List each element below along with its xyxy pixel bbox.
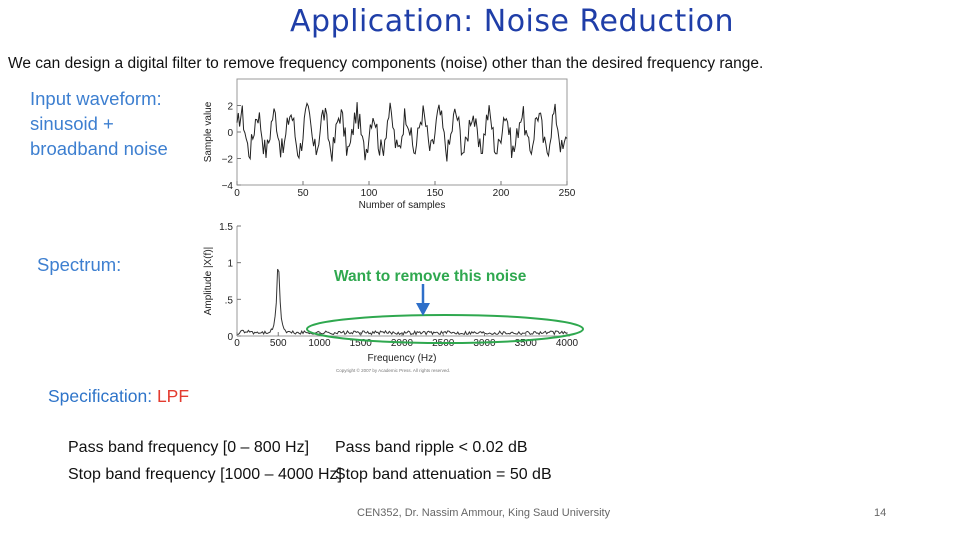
footer-credit: CEN352, Dr. Nassim Ammour, King Saud Uni…: [357, 507, 611, 519]
spectrum-x-tick-label: 500: [270, 338, 287, 349]
page-number: 14: [874, 507, 887, 519]
slide-title: Application: Noise Reduction: [290, 4, 734, 39]
spec-stop-band-attenuation: Stop band attenuation = 50 dB: [335, 466, 552, 483]
noise-highlight-ellipse: [306, 314, 584, 344]
annotation-arrow-icon: [416, 303, 430, 316]
waveform-x-tick-label: 100: [361, 188, 378, 199]
filter-type-lpf: LPF: [156, 386, 190, 406]
waveform-chart: 0 50 100 150 200 250 −4 −2 0 2 Number of samples…: [203, 78, 576, 211]
waveform-x-tick-label: 150: [427, 188, 444, 199]
spectrum-x-tick-label: 2000: [391, 338, 414, 349]
waveform-x-tick-label: 250: [559, 188, 576, 199]
spectrum-y-axis-label: Amplitude |X(f)|: [203, 247, 214, 316]
spec-pass-band-frequency: Pass band frequency [0 – 800 Hz]: [68, 439, 310, 456]
spectrum-chart: 0 500 1000 1500 2000 2500 3000 3500 4000 0.511.5…: [203, 222, 584, 373]
spec-stop-band-frequency: Stop band frequency [1000 – 4000 Hz]: [68, 466, 342, 483]
waveform-y-tick-label: −4: [222, 181, 234, 192]
specification-heading-text: Specification:: [48, 386, 157, 406]
waveform-y-axis-label: Sample value: [203, 101, 214, 162]
waveform-y-tick-label: 0: [227, 128, 233, 139]
spectrum-y-tick-label: 0: [227, 332, 233, 343]
waveform-y-tick-label: −2: [222, 155, 234, 166]
waveform-x-tick-label: 50: [297, 188, 309, 199]
spec-pass-band-ripple: Pass band ripple < 0.02 dB: [335, 439, 528, 456]
specification-heading: Specification: LPF: [48, 386, 189, 407]
waveform-series-line: [236, 102, 568, 162]
spectrum-label: Spectrum:: [37, 254, 122, 275]
waveform-x-tick-label: 200: [493, 188, 510, 199]
spectrum-x-tick-label: 3000: [473, 338, 496, 349]
noise-annotation-text: Want to remove this noise: [334, 268, 527, 285]
spectrum-x-tick-label: 0: [234, 338, 240, 349]
intro-text: We can design a digital filter to remove…: [8, 55, 764, 72]
waveform-x-tick-label: 0: [234, 188, 240, 199]
waveform-x-axis-label: Number of samples: [359, 200, 446, 211]
spectrum-y-tick-label: 1: [227, 259, 233, 270]
spectrum-x-tick-label: 4000: [556, 338, 579, 349]
spectrum-x-tick-label: 1500: [350, 338, 373, 349]
waveform-y-tick-label: 2: [227, 102, 233, 113]
input-waveform-label: Input waveform: sinusoid + broadband noi…: [30, 88, 168, 159]
spectrum-y-tick-label: 1.5: [219, 222, 233, 233]
copyright-notice: Copyright © 2007 by Academic Press. All …: [336, 367, 450, 373]
spectrum-x-tick-label: 1000: [308, 338, 331, 349]
spectrum-x-tick-label: 3500: [515, 338, 538, 349]
spectrum-y-tick-label: .5: [225, 295, 234, 306]
spectrum-x-axis-label: Frequency (Hz): [368, 353, 437, 364]
